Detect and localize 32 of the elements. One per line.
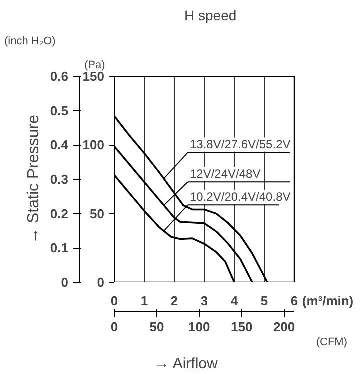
x-tick-label: 6 — [290, 294, 298, 308]
x-axis-title: → Airflow — [154, 356, 218, 372]
x-tick-label: 4 — [230, 294, 239, 308]
x2-tick-label: 200 — [273, 320, 296, 334]
y2-tick-label: 100 — [82, 138, 105, 153]
x-tick-label: 0 — [110, 294, 118, 308]
text: (m³/min) — [302, 294, 354, 308]
text: (inch H₂O) — [4, 36, 56, 48]
x-tick-label: 2 — [170, 294, 178, 308]
y-tick-label: 0 — [61, 275, 69, 290]
text: (CFM) — [316, 336, 348, 348]
x-tick-label: 1 — [140, 294, 148, 308]
x2-tick-label: 150 — [231, 320, 253, 334]
legend-label: 12V/24V/48V — [190, 167, 261, 182]
y-tick-label: 0.6 — [50, 69, 69, 84]
chart-title: H speed — [184, 8, 237, 24]
y2-tick-label: 50 — [90, 206, 105, 222]
y-tick-label: 0.5 — [50, 103, 69, 118]
x2-tick-label: 50 — [150, 320, 164, 334]
x-tick-label: 3 — [200, 294, 208, 308]
text: (Pa) — [84, 60, 106, 72]
y-tick-label: 0.3 — [50, 172, 69, 187]
x2-tick-label: 0 — [110, 320, 118, 334]
x-tick-label: 5 — [260, 294, 268, 308]
y-tick-label: 0.2 — [50, 206, 69, 222]
y2-tick-label: 0 — [97, 275, 105, 290]
text: 10.2V/20.4V/40.8V — [190, 190, 291, 204]
y-tick-label: 0.4 — [50, 138, 70, 153]
y-axis-title: → Static Pressure — [25, 114, 42, 244]
y-tick-label: 0.1 — [50, 240, 69, 256]
x2-tick-label: 100 — [188, 320, 210, 334]
text: 13.8V/27.6V/55.2V — [190, 138, 291, 152]
